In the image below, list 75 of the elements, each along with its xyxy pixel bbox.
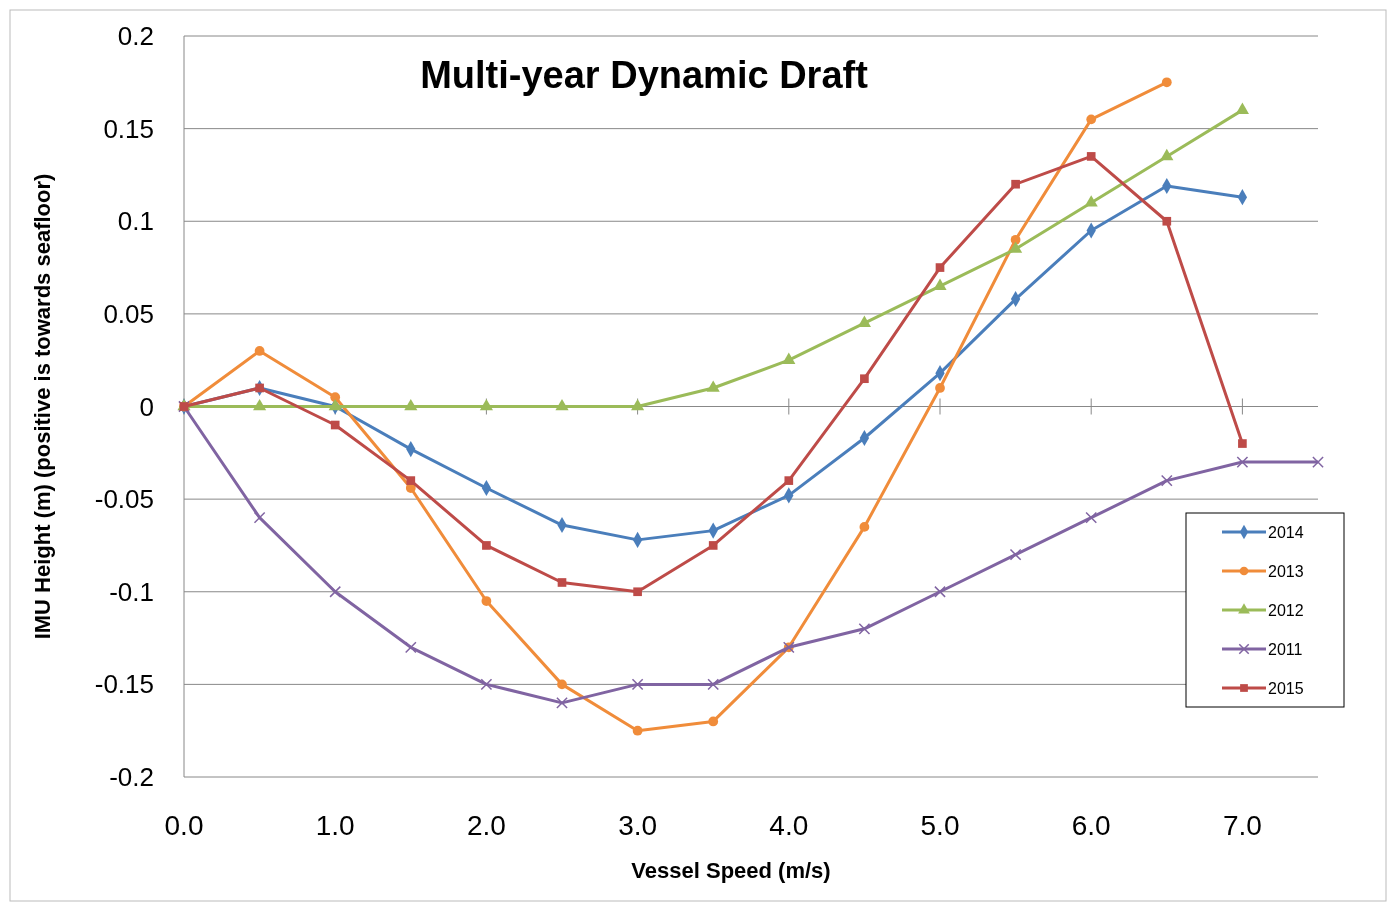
point (1160, 474, 1173, 487)
point (1086, 152, 1096, 161)
point (1084, 195, 1098, 207)
point (706, 380, 720, 392)
point (481, 596, 492, 606)
point (1238, 439, 1247, 448)
x-tick-label: 7.0 (1222, 810, 1262, 841)
point (631, 678, 644, 691)
point (859, 522, 870, 532)
x-tick-label: 3.0 (618, 810, 658, 841)
point (858, 622, 871, 635)
x-tick-label: 2.0 (466, 810, 506, 841)
point (860, 374, 869, 384)
legend-label: 2014 (1268, 523, 1304, 541)
point (329, 585, 342, 598)
y-tick-label: 0.2 (117, 21, 154, 52)
legend-label: 2011 (1268, 640, 1303, 658)
legend-label: 2013 (1268, 562, 1304, 580)
point (404, 641, 417, 654)
point (480, 678, 493, 691)
text: Multi-year Dynamic Draft (420, 54, 869, 96)
point (633, 587, 642, 597)
point (933, 278, 947, 290)
point (1236, 456, 1249, 468)
point (857, 315, 871, 327)
y-tick-label: -0.2 (109, 762, 154, 793)
x-axis-title: Vessel Speed (m/s) (631, 858, 831, 883)
point (1235, 102, 1249, 114)
point (1162, 216, 1172, 226)
y-tick-label: 0.15 (103, 113, 154, 144)
y-tick-label: 0.1 (117, 206, 154, 237)
point (406, 476, 416, 485)
point (1085, 511, 1098, 524)
point (482, 541, 491, 550)
legend-label: 2015 (1268, 679, 1304, 697)
point (782, 352, 796, 364)
point (708, 541, 718, 550)
point (1009, 241, 1023, 253)
y-axis-title: IMU Height (m) (positive is towards seafloor) (30, 173, 55, 640)
point (1160, 148, 1174, 161)
point (330, 420, 340, 430)
x-tick-label: 6.0 (1071, 810, 1111, 841)
point (1011, 179, 1020, 189)
point (557, 679, 567, 690)
y-tick-label: 0.05 (103, 298, 154, 329)
y-tick-label: 0 (139, 391, 154, 422)
x-tick-label: 1.0 (315, 810, 355, 841)
point (935, 263, 945, 272)
point (253, 398, 267, 411)
point (556, 697, 568, 709)
point (707, 678, 720, 691)
point (1009, 548, 1022, 561)
point (555, 398, 569, 411)
point (631, 398, 645, 411)
point (328, 398, 342, 411)
point (935, 383, 945, 393)
x-tick-label: 4.0 (769, 810, 809, 841)
x-tick-label: 5.0 (920, 810, 960, 841)
y-tick-label: -0.05 (94, 484, 154, 515)
point (1312, 456, 1324, 468)
point (254, 346, 265, 356)
point (708, 716, 719, 727)
point (479, 398, 493, 411)
point (784, 476, 794, 485)
y-tick-label: -0.15 (94, 669, 154, 700)
point (1161, 77, 1172, 88)
y-tick-label: -0.1 (109, 576, 154, 607)
x-tick-label: 0.0 (164, 810, 204, 841)
point (557, 578, 567, 587)
point (404, 398, 418, 411)
point (1086, 114, 1097, 125)
point (255, 383, 264, 393)
point (934, 585, 946, 598)
point (632, 725, 643, 736)
legend-label: 2012 (1268, 601, 1304, 619)
